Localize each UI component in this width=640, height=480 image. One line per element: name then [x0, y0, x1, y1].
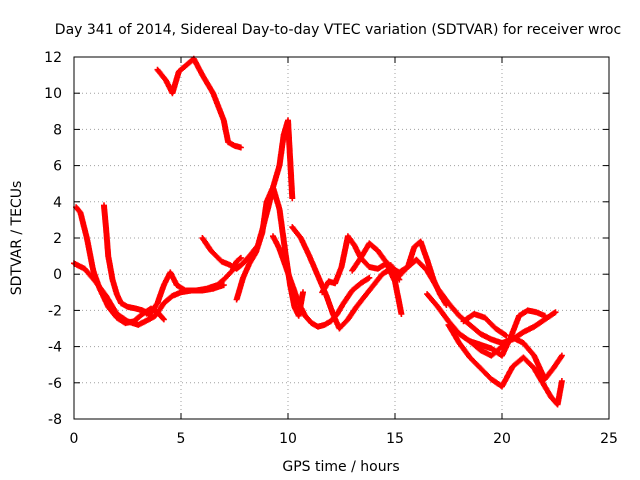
data-marker-path: [460, 311, 510, 339]
chart-title: Day 341 of 2014, Sidereal Day-to-day VTE…: [55, 22, 621, 38]
y-axis-label: SDTVAR / TECUs: [9, 181, 25, 296]
data-marker-path: [387, 256, 559, 346]
data-points: [71, 55, 565, 408]
x-tick-label: 10: [279, 431, 297, 447]
y-tick-label: 6: [53, 159, 62, 175]
data-marker-path: [319, 233, 405, 317]
series-arc-8: [270, 233, 373, 330]
series-arc-12: [387, 256, 559, 346]
data-marker-path: [445, 321, 565, 408]
y-tick-label: 12: [44, 50, 62, 66]
series-arc-10: [319, 233, 405, 317]
data-marker-path: [270, 233, 373, 330]
y-tick-label: 0: [53, 267, 62, 283]
y-tick-label: -6: [48, 376, 62, 392]
y-tick-label: 2: [53, 231, 62, 247]
tick-labels: 0 5 10 15 20 25 -8 -6 -4 -2 0 2 4 6 8 10 12: [44, 50, 618, 447]
y-tick-label: 10: [44, 86, 62, 102]
series-arc-1: [154, 55, 244, 151]
y-tick-label: 8: [53, 122, 62, 138]
data-marker-path: [466, 334, 565, 383]
series-arc-15: [466, 334, 565, 383]
x-tick-label: 0: [70, 431, 79, 447]
data-marker-path: [154, 55, 244, 151]
data-marker-path: [101, 202, 152, 317]
y-tick-label: -8: [48, 412, 62, 428]
x-axis-label: GPS time / hours: [282, 459, 399, 475]
series-arc-4: [101, 202, 152, 317]
x-tick-label: 15: [386, 431, 404, 447]
x-tick-label: 25: [600, 431, 618, 447]
y-tick-label: -4: [48, 340, 62, 356]
series-arc-14: [445, 321, 565, 408]
series-arc-16: [460, 311, 510, 339]
y-tick-label: -2: [48, 303, 62, 319]
x-tick-label: 5: [177, 431, 186, 447]
x-tick-label: 20: [493, 431, 511, 447]
y-tick-label: 4: [53, 195, 62, 211]
grid: [74, 57, 609, 419]
